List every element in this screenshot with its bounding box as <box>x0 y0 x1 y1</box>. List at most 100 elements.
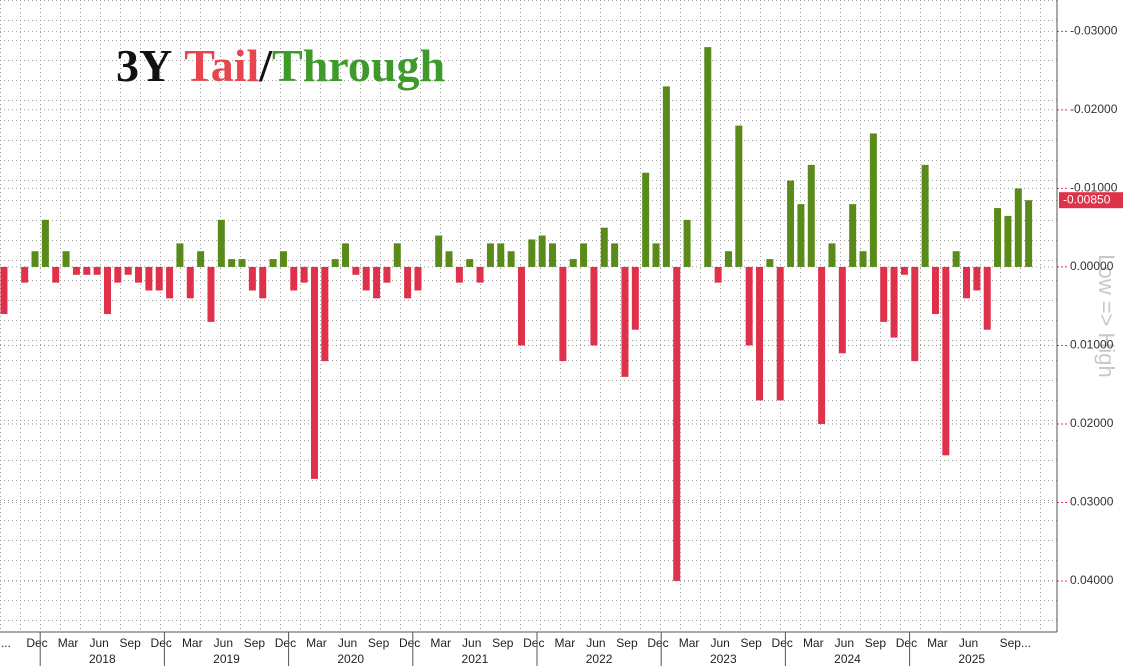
bar <box>404 266 412 299</box>
bar <box>869 133 877 267</box>
title-part: 3Y <box>116 40 172 91</box>
bar <box>507 251 515 267</box>
title-part: Tail <box>184 40 259 91</box>
y-tick-label: 0.01000 <box>1070 338 1114 352</box>
bar <box>414 266 422 291</box>
x-tick-label: Sep... <box>1000 636 1031 650</box>
bar <box>176 243 184 267</box>
year-label: 2019 <box>213 652 240 666</box>
bar <box>921 164 929 267</box>
bar <box>62 251 70 267</box>
bar <box>952 251 960 267</box>
bar <box>683 219 691 267</box>
bar <box>714 266 722 283</box>
y-tick-label: 0.04000 <box>1070 573 1114 587</box>
x-tick-label: Jun <box>835 636 854 650</box>
bar <box>724 251 732 267</box>
bar <box>135 266 143 283</box>
bar <box>704 47 712 267</box>
x-tick-label: Dec <box>896 636 917 650</box>
x-tick-label: Dec <box>151 636 172 650</box>
bar <box>362 266 370 291</box>
bar <box>642 172 650 267</box>
bar <box>166 266 174 299</box>
bar <box>445 251 453 267</box>
bar <box>963 266 971 299</box>
bar <box>528 239 536 267</box>
x-tick-label: Dec <box>399 636 420 650</box>
bar <box>197 251 205 267</box>
bar <box>31 251 39 267</box>
bar <box>455 266 463 283</box>
bar <box>590 266 598 346</box>
y-tick-label: 0.03000 <box>1070 495 1114 509</box>
bar <box>580 243 588 267</box>
bar <box>486 243 494 267</box>
bar <box>838 266 846 354</box>
bar <box>880 266 888 322</box>
y-tick-label: -0.03000 <box>1070 24 1118 38</box>
year-label: 2024 <box>834 652 861 666</box>
bar <box>300 266 308 283</box>
bar <box>994 208 1002 267</box>
bar <box>1025 200 1033 267</box>
x-tick-label: Sep <box>368 636 390 650</box>
bar <box>911 266 919 362</box>
x-tick-label: Sep <box>119 636 141 650</box>
bar <box>859 251 867 267</box>
bar <box>549 243 557 267</box>
bar <box>807 164 815 267</box>
bar <box>600 227 608 267</box>
bar <box>269 259 277 267</box>
bar <box>849 204 857 267</box>
plot-background <box>0 0 1057 632</box>
bar <box>435 235 443 267</box>
x-tick-label: Sep <box>244 636 266 650</box>
bar <box>0 266 8 315</box>
bar <box>652 243 660 267</box>
bar <box>517 266 525 346</box>
bar <box>21 266 29 283</box>
bar <box>1004 215 1012 267</box>
x-tick-label: Dec <box>26 636 47 650</box>
bar <box>393 243 401 267</box>
bar <box>186 266 194 299</box>
bar <box>828 243 836 267</box>
bar <box>228 259 236 267</box>
bar <box>631 266 639 330</box>
bar <box>662 86 670 267</box>
x-tick-label: Jun <box>586 636 605 650</box>
bar <box>890 266 898 338</box>
bar <box>476 266 484 283</box>
title-part: Through <box>272 40 445 91</box>
bar <box>155 266 163 291</box>
bar <box>942 266 950 456</box>
bar <box>1014 188 1022 267</box>
bar <box>735 125 743 267</box>
y-axis-title: Low => High <box>1094 254 1119 378</box>
bar <box>207 266 215 322</box>
bar <box>497 243 505 267</box>
x-tick-label: Sep <box>865 636 887 650</box>
bar <box>776 266 784 401</box>
x-tick-label: Mar <box>430 636 451 650</box>
bar <box>973 266 981 291</box>
bar <box>248 266 256 291</box>
x-tick-label: Dec <box>523 636 544 650</box>
bar <box>145 266 153 291</box>
bar <box>321 266 329 362</box>
bar <box>559 266 567 362</box>
bar <box>72 266 80 275</box>
year-label: 2023 <box>710 652 737 666</box>
bar <box>569 259 577 267</box>
bar <box>93 266 101 275</box>
bar <box>621 266 629 377</box>
x-tick-label: Sep <box>616 636 638 650</box>
bar <box>124 266 132 275</box>
bar <box>673 266 681 581</box>
y-tick-label: -0.02000 <box>1070 102 1118 116</box>
x-tick-label: Mar <box>679 636 700 650</box>
bar <box>900 266 908 275</box>
x-tick-label: Dec <box>772 636 793 650</box>
x-tick-label: Jun <box>462 636 481 650</box>
